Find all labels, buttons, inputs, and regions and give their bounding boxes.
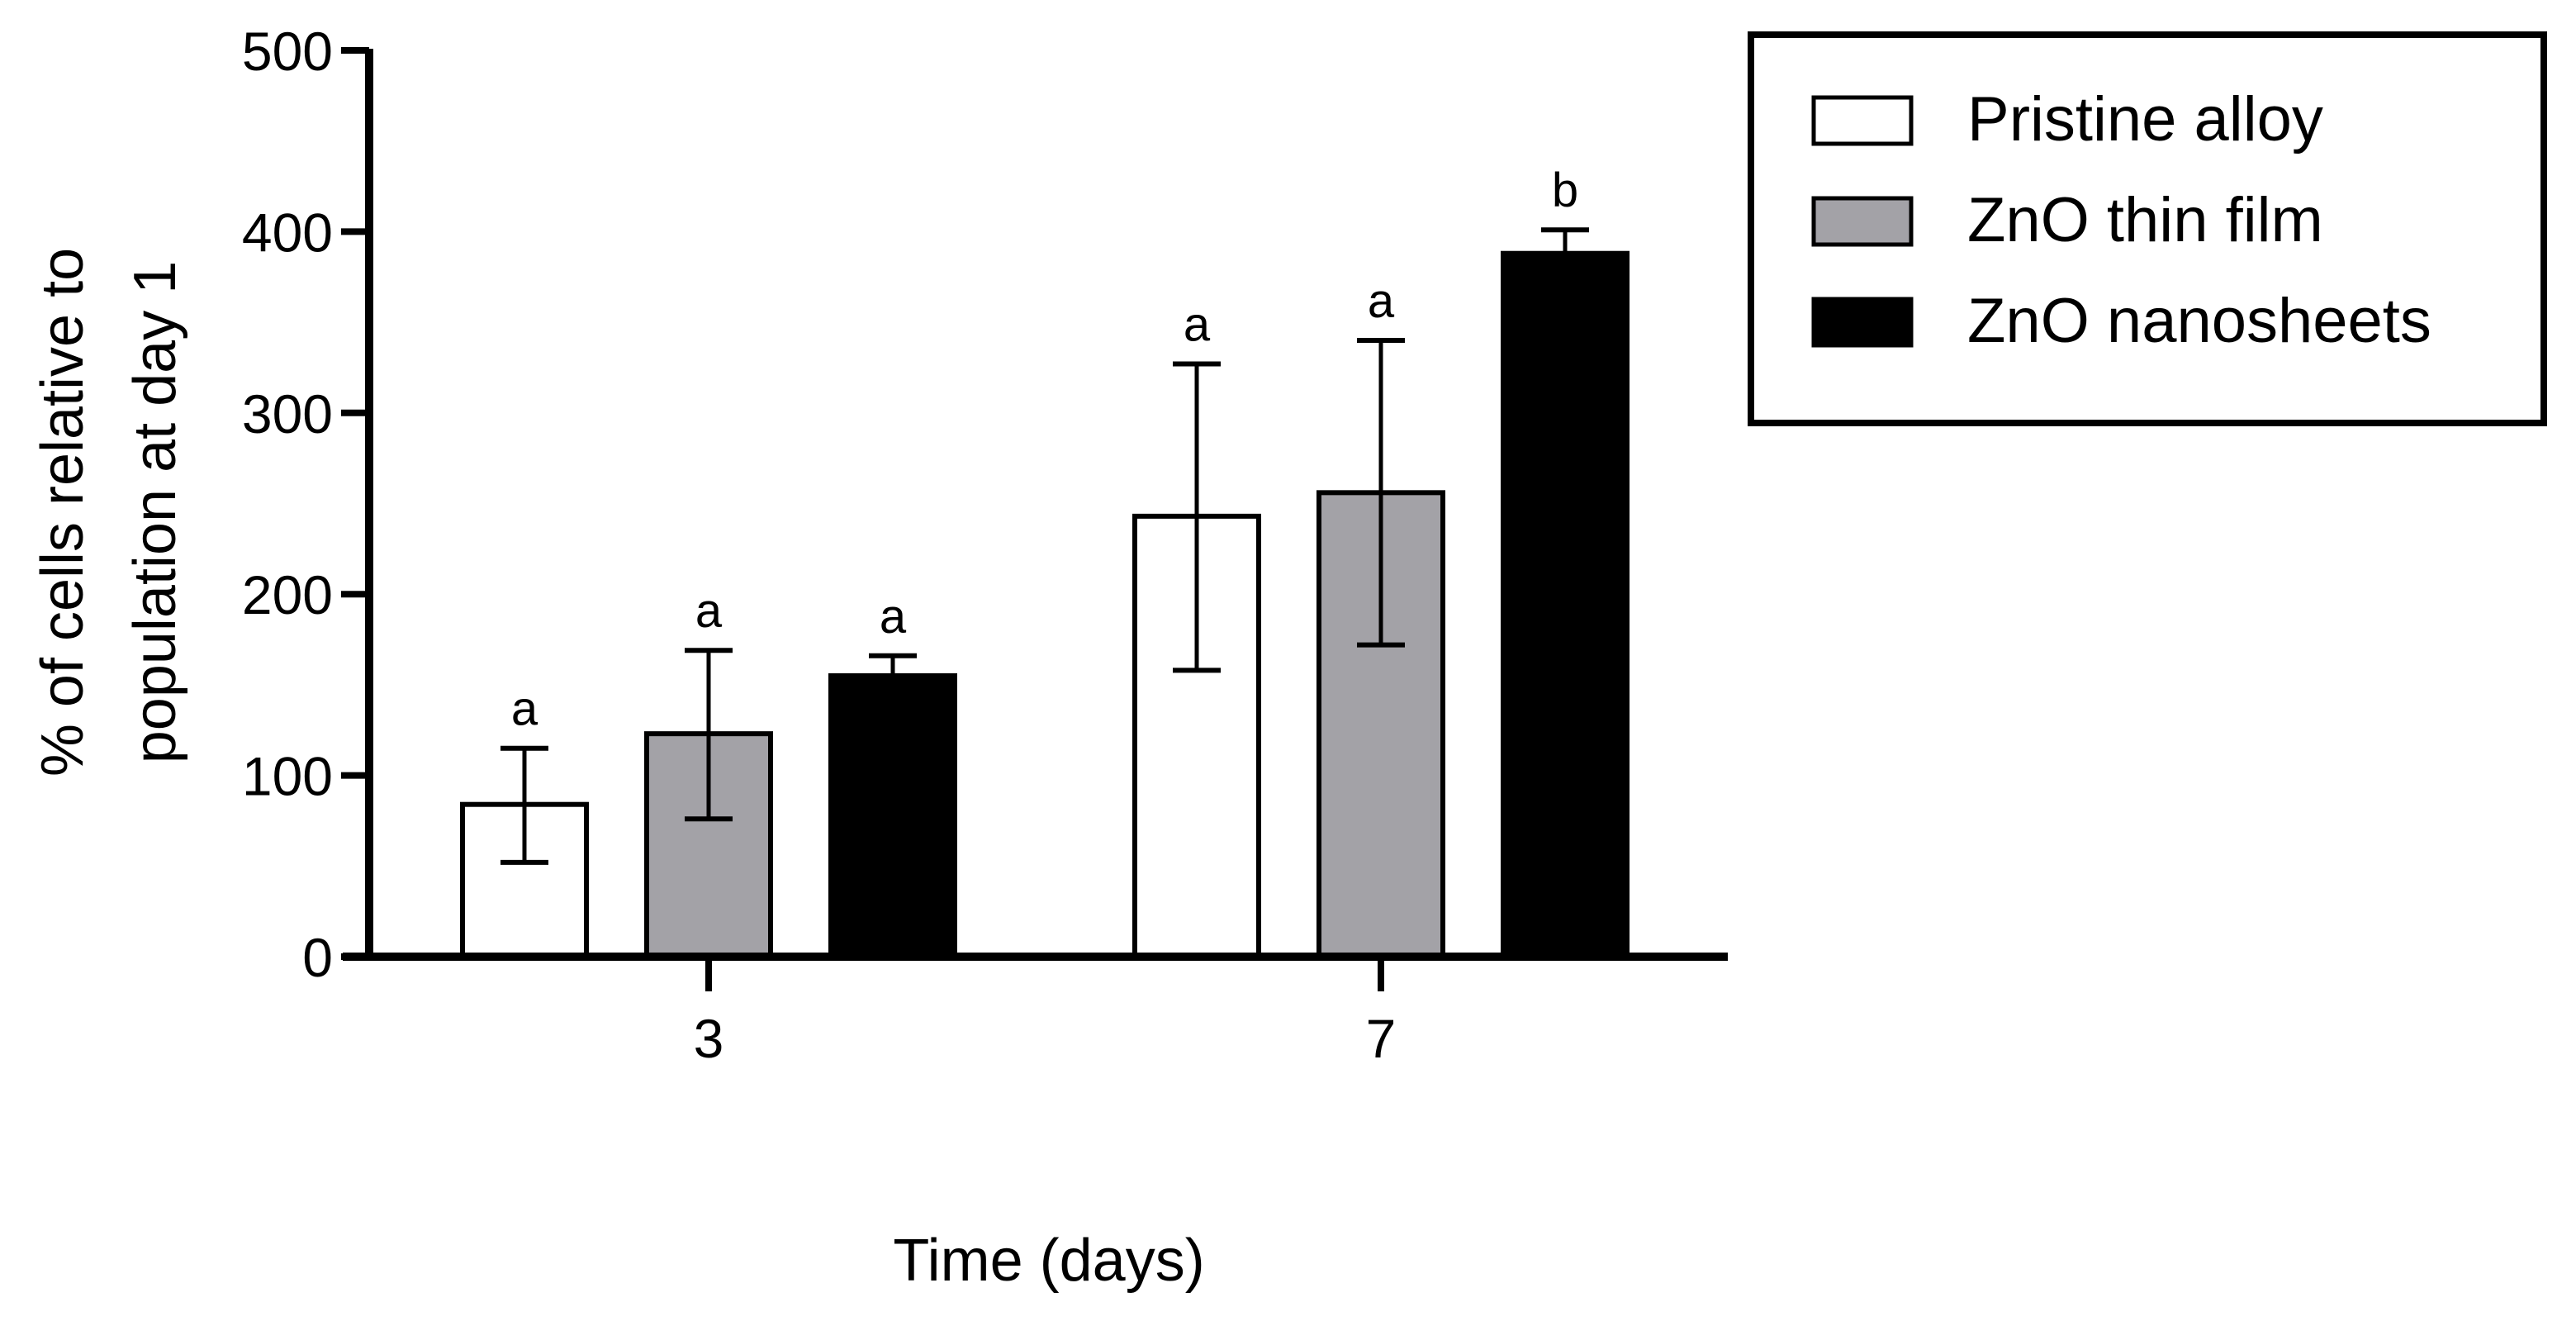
y-tick-label: 300 (242, 383, 333, 444)
legend-item: ZnO thin film (1811, 185, 2323, 255)
significance-letter: a (1184, 298, 1211, 352)
legend-swatch (1811, 196, 1914, 247)
significance-letter: a (695, 584, 723, 638)
bar (1501, 250, 1630, 959)
y-axis: 0 100 200 300 400 500 (242, 21, 373, 988)
bar-zno-nanosheets-day-3: a (828, 590, 957, 959)
bar (828, 672, 957, 959)
legend-label: Pristine alloy (1967, 84, 2323, 154)
significance-letter: b (1552, 164, 1578, 217)
y-tick-label: 400 (242, 202, 333, 263)
y-axis-title-line-1: % of cells relative to (30, 248, 96, 777)
significance-letter: a (511, 682, 538, 736)
significance-letter: a (1368, 274, 1395, 328)
legend-swatch (1811, 297, 1914, 348)
legend-label: ZnO thin film (1967, 185, 2323, 255)
legend-label: ZnO nanosheets (1967, 286, 2431, 356)
x-tick-label: 3 (694, 1008, 724, 1069)
bar-zno-nanosheets-day-7: b (1501, 164, 1630, 959)
y-tick-label: 0 (302, 927, 333, 988)
y-tick-label: 100 (242, 746, 333, 807)
bar-pristine-alloy-day-3: a (460, 682, 589, 959)
bar-zno-thin-film-day-7: a (1316, 274, 1445, 959)
y-axis-title-line-2: population at day 1 (122, 261, 188, 763)
x-axis: 3 7 Time (days) (343, 953, 1728, 1294)
y-tick-label: 500 (242, 21, 333, 82)
legend-item: Pristine alloy (1811, 84, 2323, 154)
bar-pristine-alloy-day-7: a (1132, 298, 1261, 959)
significance-letter: a (880, 590, 907, 644)
x-tick-label: 7 (1366, 1008, 1397, 1069)
legend-swatch (1811, 95, 1914, 146)
y-tick-label: 200 (242, 564, 333, 625)
x-axis-title: Time (days) (893, 1228, 1204, 1294)
y-axis-title: % of cells relative to population at day … (30, 248, 188, 777)
legend: Pristine alloy ZnO thin film ZnO nanosheet… (1748, 31, 2547, 426)
bars: a a a a a b (460, 164, 1630, 959)
legend-item: ZnO nanosheets (1811, 286, 2431, 356)
bar-zno-thin-film-day-3: a (644, 584, 773, 959)
